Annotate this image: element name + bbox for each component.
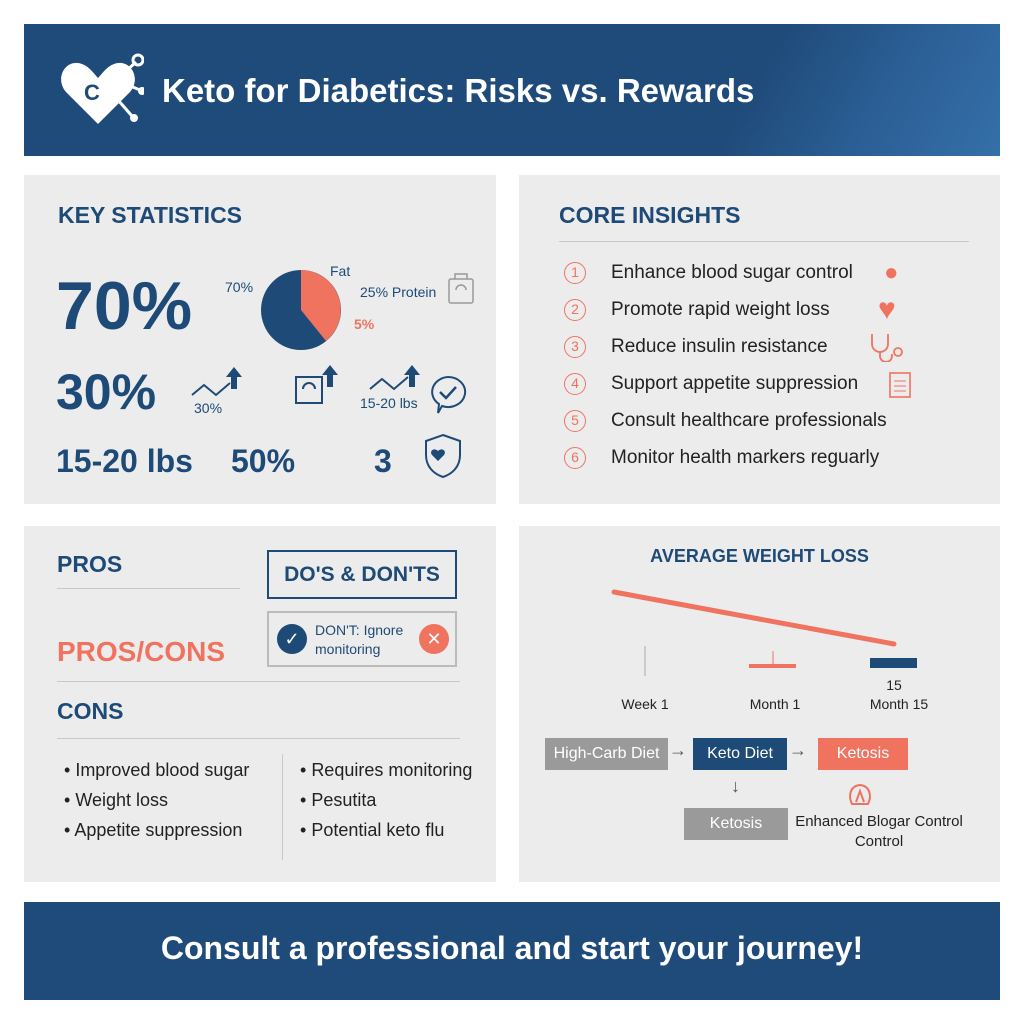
pro-item: • Appetite suppression [64,820,243,840]
divider [57,588,240,589]
tick-month-15: Month 15 [869,696,929,712]
macro-pie-chart [261,270,341,350]
tick-month-1: Month 1 [749,696,801,712]
pie-label-fat: Fat [330,263,351,279]
key-statistics-heading: KEY STATISTICS [58,202,243,228]
heart-molecule-icon: C [61,53,144,124]
weight-loss-panel: AVERAGE WEIGHT LOSS 15 Week 1 Month 1 Mo… [519,526,1000,882]
apple-icon: ● [884,259,899,286]
con-item: • Pesutita [300,790,377,810]
pie-label-70: 70% [225,279,254,295]
con-item: • Potential keto flu [300,820,445,840]
trend-line [611,589,897,647]
core-insights-heading: CORE INSIGHTS [559,202,741,228]
pros-cons-heading: PROS/CONS [57,636,226,667]
insight-number: 6 [564,447,586,469]
divider [57,738,460,739]
con-item: • Requires monitoring [300,760,473,780]
heart-icon: ♥ [878,293,896,326]
footer-cta: Consult a professional and start your jo… [160,930,864,966]
pie-slice-other [301,270,341,341]
data-label-month-15: 15 [886,677,902,693]
insight-text: Monitor health markers reguarly [611,447,880,468]
insight-number: 4 [564,373,586,395]
trend-up-icon [191,367,242,397]
trend-30-label: 30% [194,400,223,416]
svg-text:C: C [84,80,100,105]
arrow-right-icon: → [669,740,687,760]
stat-fat: 70% [56,268,193,344]
tick-week-1: Week 1 [621,696,669,712]
stat-50: 50% [231,443,296,479]
trend-up-icon-2 [369,365,420,391]
dont-text: DON'T: Ignore monitoring [315,622,404,657]
flow-ketosis-sub: Ketosis [684,808,788,840]
insight-item: 5 Consult healthcare professionals [564,410,984,447]
pros-heading: PROS [57,551,123,577]
flow-ketosis: Ketosis [818,738,908,770]
insight-item: 3 Reduce insulin resistance [564,334,984,373]
pro-item: • Improved blood sugar [64,760,250,780]
bar-month-1 [749,664,796,668]
flow-high-carb: High-Carb Diet [545,738,668,770]
dos-donts-box: DO'S & DON'TS [267,550,457,599]
scale-bag-icon [448,273,474,304]
arrow-down-icon: ↓ [731,776,740,796]
insight-item: 4 Support appetite suppression [564,372,984,410]
footer-banner: Consult a professional and start your jo… [24,902,1000,1000]
insight-text: Promote rapid weight loss [611,299,830,320]
pros-list: • Improved blood sugar • Weight loss • A… [64,760,249,850]
ketosis-icon [849,783,871,805]
scale-icon [295,365,338,404]
trend-lbs-label: 15-20 lbs [360,395,418,411]
pie-label-5: 5% [354,316,375,332]
insight-number: 3 [564,336,586,358]
stethoscope-icon [871,334,903,362]
insight-text: Enhance blood sugar control [611,262,853,283]
stat-3: 3 [374,443,392,479]
pie-label-protein: 25% Protein [360,284,437,300]
check-icon: ✓ [277,624,307,654]
page-title: Keto for Diabetics: Risks vs. Rewards [162,72,755,109]
insight-text: Support appetite suppression [611,373,859,394]
stat-lbs: 15-20 lbs [56,443,193,479]
weight-loss-chart [611,589,917,676]
check-chat-icon [431,375,467,414]
key-statistics-panel: KEY STATISTICS 70% 70% Fat 25% Protein 5… [24,175,496,504]
bar-month-15 [870,658,917,668]
health-shield-icon [425,433,461,479]
insight-text: Consult healthcare professionals [611,410,887,431]
flow-keto-diet: Keto Diet [693,738,787,770]
flow-result: Enhanced Blogar Control Control [795,813,963,850]
chart-title: AVERAGE WEIGHT LOSS [650,546,869,566]
x-icon: ✕ [419,624,449,654]
insight-number: 2 [564,299,586,321]
insight-number: 1 [564,262,586,284]
cons-heading: CONS [57,698,124,724]
insight-item: 1 Enhance blood sugar control ● [564,259,984,299]
core-insights-panel: CORE INSIGHTS 1 Enhance blood sugar contr… [519,175,1000,504]
insight-number: 5 [564,410,586,432]
divider [57,681,460,682]
stat-30: 30% [56,364,157,420]
divider [282,754,283,860]
insights-list: 1 Enhance blood sugar control ● 2 Promote r… [564,259,984,484]
insight-text: Reduce insulin resistance [611,336,828,357]
arrow-right-icon: → [789,740,807,760]
dont-card: ✓ DON'T: Ignore monitoring ✕ [267,611,457,667]
insight-item: 6 Monitor health markers reguarly [564,447,984,484]
clipboard-icon [889,372,911,398]
pros-cons-panel: PROS DO'S & DON'TS PROS/CONS ✓ DON'T: Ig… [24,526,496,882]
header-banner: C Keto for Diabetics: Risks vs. Rewards [24,24,1000,156]
insight-item: 2 Promote rapid weight loss ♥ [564,293,984,336]
pro-item: • Weight loss [64,790,169,810]
cons-list: • Requires monitoring • Pesutita • Poten… [300,760,472,850]
divider [559,241,969,242]
